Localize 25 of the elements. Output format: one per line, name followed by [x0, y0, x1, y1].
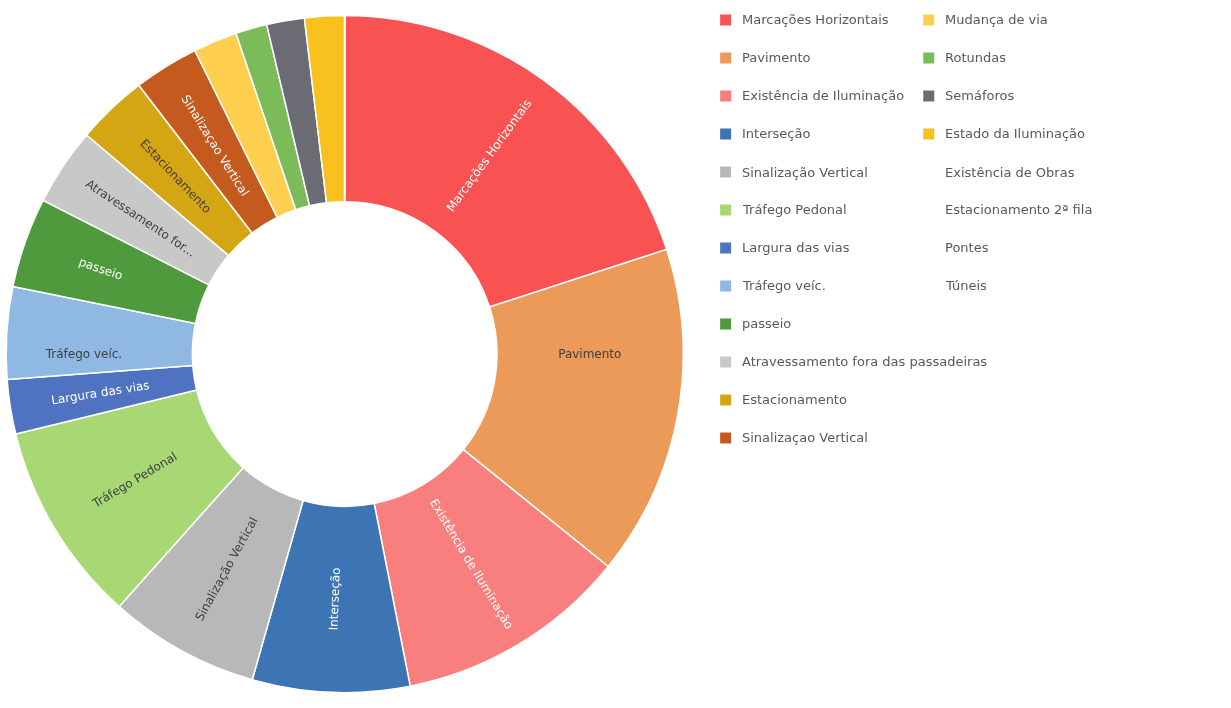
legend-label: Rotundas — [945, 50, 1007, 65]
legend-label: Atravessamento fora das passadeiras — [742, 354, 988, 369]
legend-label: Existência de Iluminação — [742, 88, 905, 103]
data-label: Tráfego veíc. — [44, 347, 123, 361]
legend-label: Pavimento — [742, 50, 811, 65]
legend-label: Tráfego Pedonal — [742, 202, 847, 217]
legend-label: Estacionamento — [742, 392, 847, 407]
data-label: passeio — [76, 254, 125, 283]
legend-label: Tráfego veíc. — [742, 278, 826, 293]
legend-label: Mudança de via — [945, 12, 1048, 27]
legend-label: Sinalização Vertical — [742, 165, 868, 180]
category-label: Pontes — [945, 240, 989, 255]
data-label: Pavimento — [558, 347, 622, 361]
data-label: Interseção — [326, 567, 343, 631]
legend-label: Interseção — [742, 126, 811, 141]
legend-label: Semáforos — [945, 88, 1015, 103]
legend-label: Estado da Iluminação — [945, 126, 1086, 141]
category-label: Estacionamento 2ª fila — [945, 202, 1093, 217]
legend-label: Sinalizaçao Vertical — [742, 430, 868, 445]
legend-label: passeio — [742, 316, 792, 331]
legend-label: Largura das vias — [742, 240, 850, 255]
category-label: Existência de Obras — [945, 165, 1075, 180]
legend-label: Marcações Horizontais — [742, 12, 889, 27]
category-label: Túneis — [946, 278, 987, 293]
data-label: Largura das vias — [50, 378, 151, 408]
